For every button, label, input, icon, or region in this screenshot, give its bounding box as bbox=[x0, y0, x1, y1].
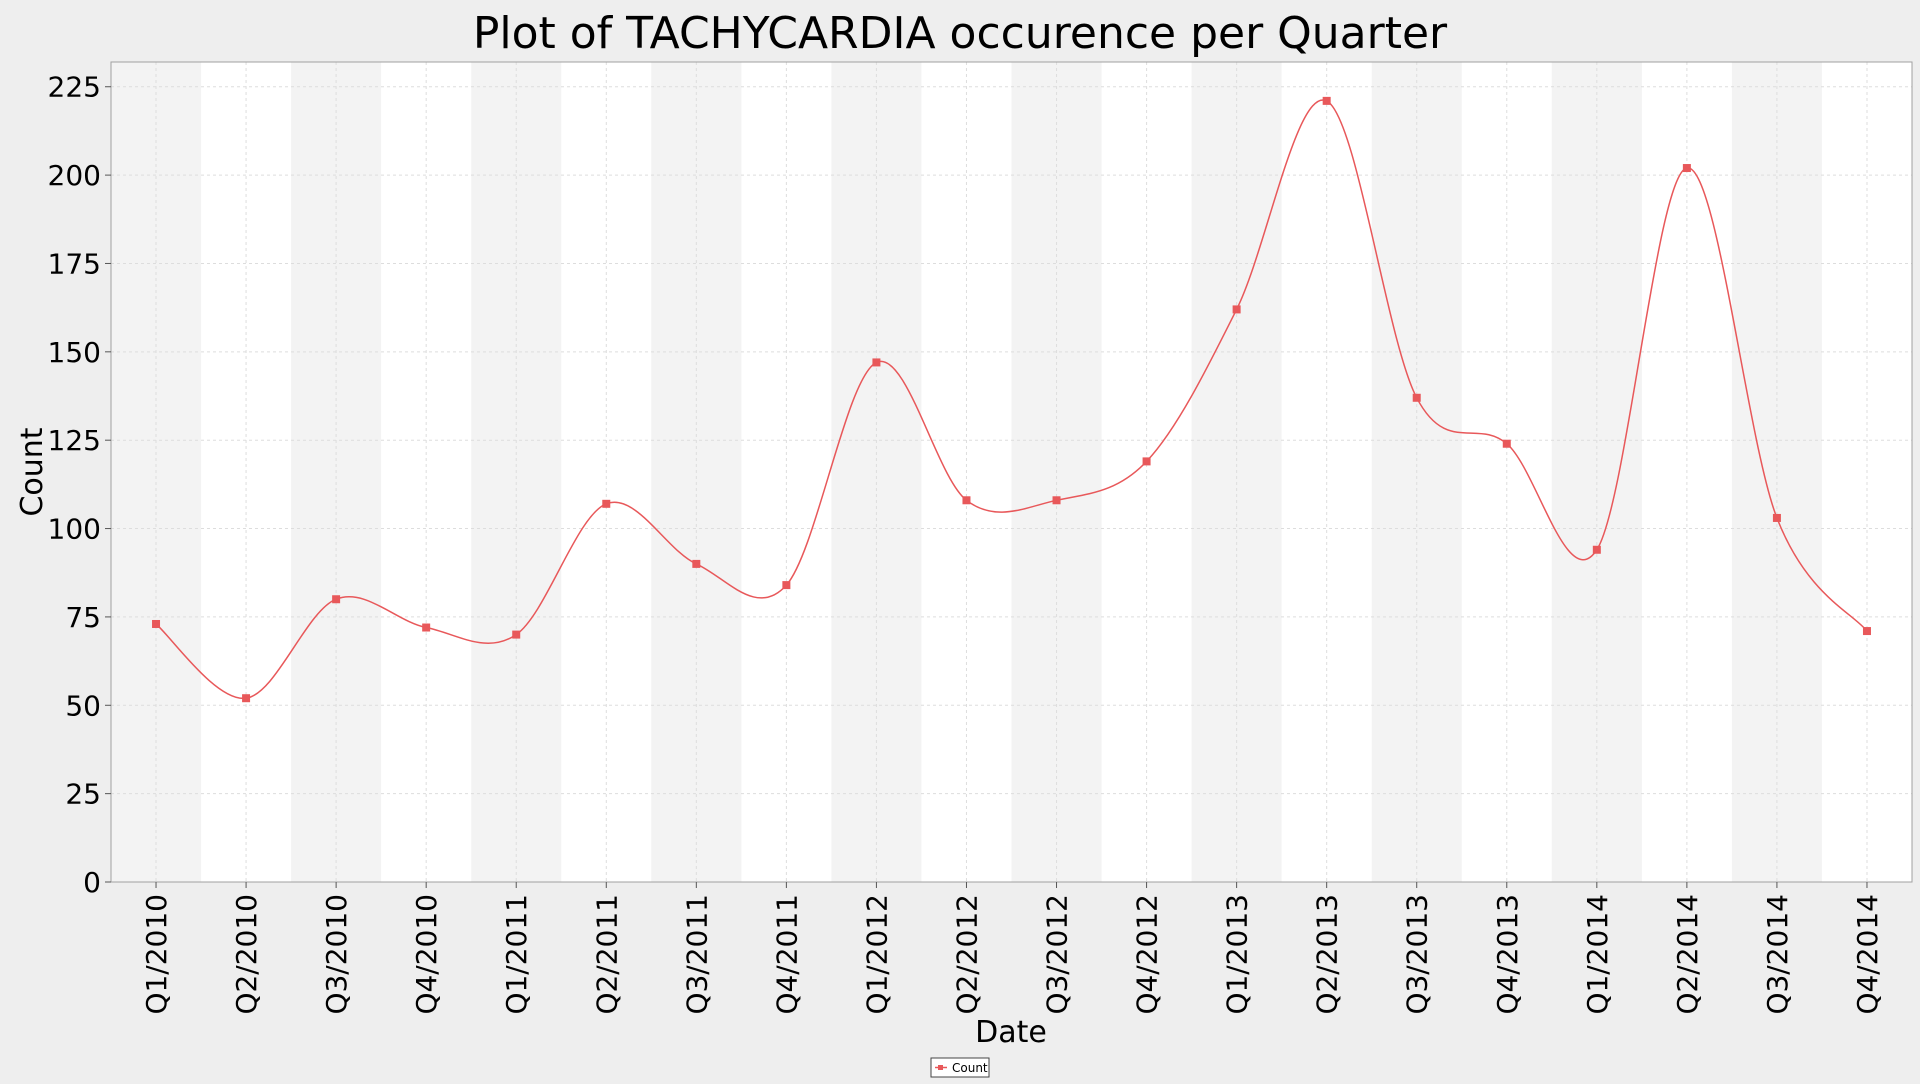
y-tick-label: 75 bbox=[65, 601, 101, 634]
y-tick-label: 125 bbox=[48, 424, 101, 457]
data-point bbox=[602, 499, 611, 508]
legend-marker bbox=[938, 1065, 943, 1070]
x-tick-label: Q4/2010 bbox=[410, 894, 443, 1015]
series-layer bbox=[152, 96, 1871, 703]
y-tick-label: 100 bbox=[48, 513, 101, 546]
data-point bbox=[1142, 457, 1151, 466]
legend-label: Count bbox=[952, 1061, 988, 1075]
x-tick-label: Q3/2010 bbox=[320, 894, 353, 1015]
data-point bbox=[1502, 439, 1511, 448]
x-tick-label: Q1/2013 bbox=[1221, 894, 1254, 1015]
data-point bbox=[1862, 627, 1871, 636]
data-point bbox=[1412, 393, 1421, 402]
x-tick-label: Q4/2013 bbox=[1491, 894, 1524, 1015]
data-point bbox=[242, 694, 251, 703]
x-tick-label: Q3/2014 bbox=[1761, 894, 1794, 1015]
x-tick-label: Q4/2012 bbox=[1131, 894, 1164, 1015]
x-tick-label: Q4/2011 bbox=[770, 894, 803, 1015]
x-axis-label: Date bbox=[975, 1015, 1047, 1050]
x-tick-label: Q3/2012 bbox=[1041, 894, 1074, 1015]
x-tick-label: Q4/2014 bbox=[1851, 894, 1884, 1015]
x-tick-label: Q3/2013 bbox=[1401, 894, 1434, 1015]
x-tick-label: Q2/2012 bbox=[950, 894, 983, 1015]
chart-title: Plot of TACHYCARDIA occurence per Quarte… bbox=[473, 8, 1448, 59]
x-tick-label: Q1/2010 bbox=[140, 894, 173, 1015]
y-tick-label: 50 bbox=[65, 689, 101, 722]
data-point bbox=[1592, 545, 1601, 554]
data-point bbox=[782, 581, 791, 590]
y-tick-label: 0 bbox=[83, 866, 101, 899]
x-tick-label: Q1/2012 bbox=[860, 894, 893, 1015]
data-point bbox=[1052, 496, 1061, 505]
data-point bbox=[872, 358, 881, 367]
y-axis-label: Count bbox=[15, 427, 50, 516]
y-tick-label: 25 bbox=[65, 778, 101, 811]
y-tick-label: 175 bbox=[48, 247, 101, 280]
data-point bbox=[692, 559, 701, 568]
legend: Count bbox=[930, 1057, 990, 1078]
data-point bbox=[1682, 164, 1691, 173]
x-tick-label: Q2/2010 bbox=[230, 894, 263, 1015]
data-point bbox=[962, 496, 971, 505]
data-point bbox=[152, 619, 161, 628]
y-tick-label: 225 bbox=[48, 71, 101, 104]
plot-border bbox=[110, 61, 1913, 883]
x-tick-label: Q3/2011 bbox=[680, 894, 713, 1015]
data-point bbox=[1232, 305, 1241, 314]
x-tick-label: Q2/2014 bbox=[1671, 894, 1704, 1015]
series-line bbox=[155, 99, 1868, 699]
data-point bbox=[1322, 96, 1331, 105]
data-point bbox=[512, 630, 521, 639]
y-tick-label: 200 bbox=[48, 159, 101, 192]
data-point bbox=[1772, 513, 1781, 522]
grid-layer bbox=[111, 62, 1912, 883]
data-point bbox=[422, 623, 431, 632]
data-point bbox=[332, 595, 341, 604]
x-tick-label: Q2/2011 bbox=[590, 894, 623, 1015]
axes-layer: 0 25 50 75 100 125 150 175 200 225 Q1/2010 Q2/2010 Q… bbox=[48, 71, 1884, 1015]
x-tick-label: Q1/2011 bbox=[500, 894, 533, 1015]
y-tick-label: 150 bbox=[48, 336, 101, 369]
x-tick-label: Q2/2013 bbox=[1311, 894, 1344, 1015]
legend-box bbox=[930, 1057, 990, 1078]
x-tick-label: Q1/2014 bbox=[1581, 894, 1614, 1015]
